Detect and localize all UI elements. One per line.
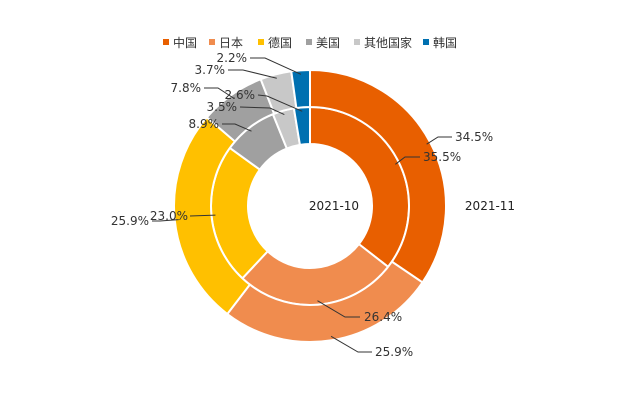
legend-swatch-4 <box>354 39 360 45</box>
inner-label-2: 23.0% <box>150 209 188 223</box>
inner-label-0: 35.5% <box>423 150 461 164</box>
outer-slice-0[interactable] <box>309 68 447 284</box>
outer-label-3: 7.8% <box>171 81 202 95</box>
outer-leader-5 <box>250 57 302 75</box>
outer-leader-2 <box>152 219 179 222</box>
rings <box>173 68 447 343</box>
legend-swatch-1 <box>209 39 215 45</box>
legend-swatch-5 <box>423 39 429 45</box>
legend: 中国 日本 德国 美国 其他国家 韩国 <box>163 35 457 50</box>
legend-label-4[interactable]: 其他国家 <box>364 35 412 50</box>
outer-leader-0 <box>426 136 452 145</box>
inner-ring-label: 2021-10 <box>309 199 359 213</box>
legend-swatch-2 <box>258 39 264 45</box>
inner-leader-2 <box>189 214 216 217</box>
outer-leader-1 <box>330 335 372 353</box>
outer-leader-3 <box>204 87 235 99</box>
inner-leader-4 <box>239 106 285 115</box>
legend-swatch-0 <box>163 39 169 45</box>
outer-label-0: 34.5% <box>455 130 493 144</box>
outer-leader-4 <box>228 69 277 79</box>
inner-leader-5 <box>257 94 303 112</box>
legend-label-1[interactable]: 日本 <box>219 36 243 50</box>
leader-lines <box>152 57 452 353</box>
legend-label-3[interactable]: 美国 <box>316 36 340 50</box>
inner-leader-3 <box>222 123 252 132</box>
inner-label-5: 2.6% <box>225 88 256 102</box>
inner-label-3: 8.9% <box>189 117 220 131</box>
inner-label-4: 3.5% <box>207 100 238 114</box>
data-labels: 35.5% 26.4% 23.0% 8.9% 3.5%2.6% 34.5% 25.9% 25.… <box>111 51 493 359</box>
legend-label-5[interactable]: 韩国 <box>433 35 457 50</box>
inner-leader-0 <box>395 156 420 165</box>
inner-leader-1 <box>317 300 360 318</box>
outer-label-2: 25.9% <box>111 214 149 228</box>
legend-swatch-3 <box>306 39 312 45</box>
outer-label-5: 2.2% <box>217 51 248 65</box>
legend-label-0[interactable]: 中国 <box>173 35 197 50</box>
outer-slice-5[interactable] <box>290 68 311 110</box>
outer-ring-label: 2021-11 <box>465 199 515 213</box>
inner-label-1: 26.4% <box>364 310 402 324</box>
outer-label-4: 3.7% <box>195 63 226 77</box>
outer-label-1: 25.9% <box>375 345 413 359</box>
legend-label-2[interactable]: 德国 <box>268 35 292 50</box>
